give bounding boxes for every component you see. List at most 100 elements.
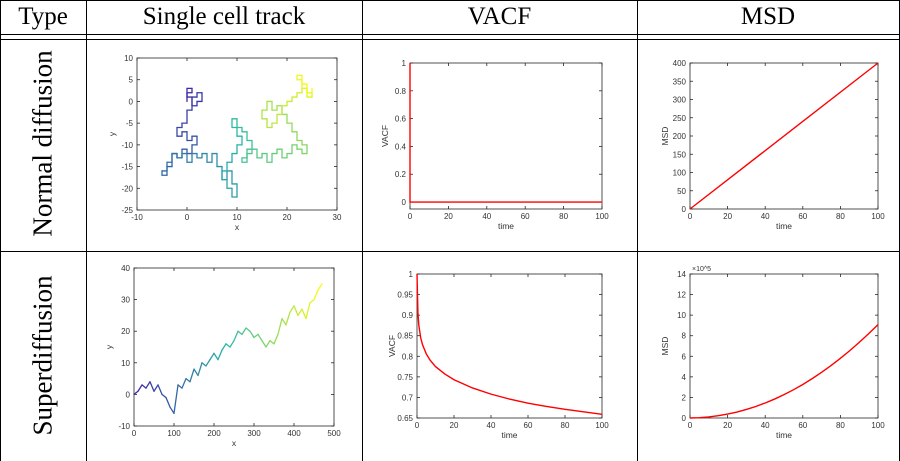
header-type: Type	[18, 3, 68, 30]
track-segment	[249, 330, 255, 339]
x-tick-label: 0	[415, 421, 420, 430]
y-tick-label: -20	[121, 184, 133, 193]
y-tick-label: 10	[121, 359, 130, 368]
y-tick-label: 0	[126, 390, 131, 399]
y-tick-label: 5	[129, 76, 134, 85]
y-tick-label: 10	[677, 311, 686, 320]
y-tick-label: 0.4	[395, 142, 407, 151]
track-segment	[285, 311, 291, 326]
super-vacf-plot: 0 20 40 60 80 100 0.65 0.7 0.75 0.8 0.85 0.9 0.95 1 ti…	[387, 270, 609, 440]
y-tick-label: 12	[677, 291, 686, 300]
track-segment	[281, 317, 287, 326]
y-tick-label: 50	[677, 187, 686, 196]
track-segment	[137, 384, 143, 392]
track-segment	[197, 362, 203, 377]
y-tick-label: 2	[682, 393, 687, 402]
x-tick-label: 100	[595, 212, 609, 221]
x-tick-label: 30	[333, 213, 342, 222]
data-series-line	[689, 62, 879, 210]
y-tick-label: 10	[124, 54, 133, 63]
y-tick-label: 100	[673, 169, 687, 178]
track-segment	[133, 390, 139, 396]
x-tick-label: 0	[132, 429, 137, 438]
track-segment	[289, 305, 295, 313]
x-axis-label: time	[501, 430, 517, 440]
track-segment	[205, 358, 211, 367]
super-msd-plot: 0 20 40 60 80 100 0 2 4 6 8 10 12 14 time MSD ×10^5	[660, 266, 885, 440]
table-top-border	[0, 0, 900, 1]
x-tick-label: 40	[482, 212, 491, 221]
normal-msd-plot: 0 20 40 60 80 100 0 50 100 150 200 250 300 350 400 time…	[660, 59, 885, 231]
x-tick-label: 0	[408, 212, 413, 221]
y-tick-label: 0.85	[397, 332, 413, 341]
row-separator	[0, 251, 900, 252]
track-segment	[257, 333, 263, 342]
track-segment	[185, 377, 191, 383]
y-tick-label: 200	[673, 132, 687, 141]
header-double-rule	[0, 39, 900, 40]
track-segment	[169, 406, 175, 415]
track-segment	[305, 302, 311, 320]
x-axis-label: time	[776, 430, 792, 440]
track-segment	[233, 330, 239, 342]
x-tick-label: 20	[283, 213, 292, 222]
y-axis-label: MSD	[660, 127, 670, 146]
y-axis-label: MSD	[660, 337, 670, 356]
y-tick-label: 14	[677, 270, 686, 279]
x-tick-label: 0	[688, 421, 693, 430]
track-segment	[221, 343, 227, 351]
track-segment	[161, 393, 167, 399]
track-segment	[309, 298, 315, 304]
y-tick-label: 250	[673, 114, 687, 123]
x-tick-label: 40	[487, 421, 496, 430]
x-tick-label: 200	[207, 429, 221, 438]
track-segment	[189, 368, 195, 383]
y-tick-label: 1	[402, 59, 407, 68]
y-tick-label: 0.75	[397, 373, 413, 382]
x-tick-label: 40	[761, 421, 770, 430]
y-tick-label: 0.9	[402, 311, 414, 320]
track-segment	[209, 352, 215, 361]
x-tick-label: 100	[167, 429, 181, 438]
x-tick-label: 0	[185, 213, 190, 222]
x-tick-label: 60	[521, 212, 530, 221]
x-tick-label: 60	[524, 421, 533, 430]
data-series-line	[689, 324, 879, 419]
x-tick-label: 400	[287, 429, 301, 438]
header-msd: MSD	[740, 3, 796, 30]
x-tick-label: 100	[871, 421, 885, 430]
track-segment	[253, 333, 259, 339]
x-tick-label: 60	[798, 421, 807, 430]
y-tick-label: 0.8	[402, 352, 414, 361]
track-segment	[173, 384, 179, 415]
y-tick-label: 0	[402, 198, 407, 207]
x-tick-label: 100	[595, 421, 609, 430]
y-tick-label: 0.7	[402, 393, 414, 402]
y-tick-label: 350	[673, 77, 687, 86]
x-tick-label: 60	[798, 212, 807, 221]
track-segment	[269, 340, 275, 345]
track-segment	[153, 384, 159, 392]
plot-box	[133, 267, 335, 427]
header-single-cell-track: Single cell track	[142, 3, 306, 30]
y-axis-label: VACF	[380, 125, 390, 147]
y-tick-label: 0.8	[395, 87, 407, 96]
track-segment	[245, 327, 251, 332]
x-tick-label: 80	[836, 421, 845, 430]
y-tick-label: 0.95	[397, 291, 413, 300]
x-axis-label: x	[232, 438, 237, 448]
col-divider-2	[362, 0, 363, 461]
track-segment	[201, 362, 207, 367]
y-axis-label: VACF	[387, 335, 397, 357]
x-tick-label: 100	[871, 212, 885, 221]
track-segment	[217, 349, 223, 361]
x-axis-label: x	[235, 222, 240, 232]
x-tick-label: 300	[247, 429, 261, 438]
x-tick-label: 80	[561, 421, 570, 430]
y-tick-label: 400	[673, 59, 687, 68]
y-multiplier-label: ×10^5	[692, 266, 711, 273]
row-label-superdiffusion: Superdiffusion	[27, 275, 58, 436]
y-tick-label: -25	[121, 206, 133, 215]
